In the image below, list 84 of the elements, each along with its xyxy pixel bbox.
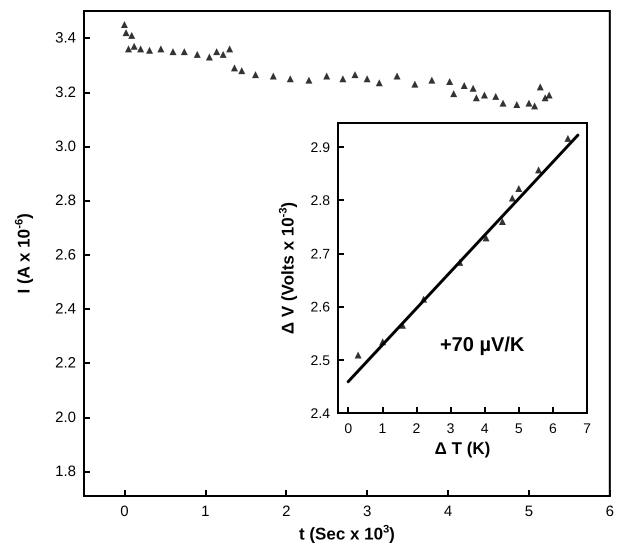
point [120,21,128,28]
x-tick-label: 6 [606,503,614,520]
x-tick-label: 0 [344,420,352,436]
y-tick-label: 3.2 [55,84,76,101]
point [206,54,213,61]
point [376,79,383,86]
point [157,45,164,52]
point [535,166,542,174]
point [564,134,572,142]
point [546,91,553,98]
y-tick-label: 2.0 [55,408,76,426]
point [226,45,234,52]
point [220,50,227,58]
point [500,100,507,107]
y-tick-label: 1.8 [55,463,76,480]
y-tick-label: 2.8 [310,192,330,208]
y-tick-label: 2.2 [55,354,76,372]
point [137,45,144,52]
point [286,75,294,82]
point [472,94,480,102]
x-tick-label: 1 [201,503,210,520]
point [536,83,544,90]
point [364,75,371,82]
point [470,84,477,92]
x-tick-label: 3 [446,420,455,436]
y-tick-label: 2.6 [55,246,76,264]
y-tick-label: 3.0 [55,138,76,155]
point [252,71,259,78]
y-axis-title: I (A x 10-6) [14,213,34,294]
point [354,352,362,358]
point [352,71,359,78]
point [460,82,468,90]
point [515,184,522,192]
point [146,46,154,54]
x-tick-label: 6 [548,420,557,436]
point [531,102,538,110]
x-tick-label: 2 [282,503,290,520]
x-tick-label: 2 [412,420,421,436]
point [513,100,520,108]
y-tick-label: 2.4 [310,405,330,421]
point [420,296,428,303]
point [394,72,401,80]
point [270,72,277,80]
point [169,48,176,56]
point [379,338,386,346]
point [525,100,532,107]
x-tick-label: 5 [524,503,534,520]
point [213,48,220,56]
point [411,80,418,88]
point [339,75,346,82]
annotation: +70 µV/K [440,334,525,356]
x-tick-label: 7 [583,420,592,436]
point [428,76,436,84]
point [180,48,188,56]
y-tick-label: 2.6 [310,298,330,315]
x-tick-label: 3 [362,503,372,520]
point [323,72,330,80]
point [124,45,132,52]
point [480,91,488,98]
y-tick-label: 2.5 [310,352,330,368]
point [492,92,500,100]
point [305,76,312,84]
point [130,42,138,50]
y-tick-label: 2.7 [310,245,330,262]
point [508,194,516,202]
y-tick-label: 2.4 [55,300,76,318]
point [498,218,506,225]
x-tick-label: 4 [480,420,489,436]
point [128,32,136,39]
x-tick-label: 5 [514,420,523,436]
y-tick-label: 3.4 [55,30,76,47]
x-tick-label: 1 [378,420,386,436]
point [230,64,238,72]
x-axis-title: Δ T (K) [434,438,490,458]
point [450,90,458,98]
point [122,29,130,36]
y-tick-label: 2.9 [310,138,330,155]
y-axis-title: Δ V (Volts x 10-3) [278,202,298,334]
point [238,67,246,74]
x-tick-label: 4 [444,503,452,520]
y-tick-label: 2.8 [55,192,76,210]
point [194,50,201,58]
point [446,78,454,85]
x-tick-label: 0 [120,503,129,520]
